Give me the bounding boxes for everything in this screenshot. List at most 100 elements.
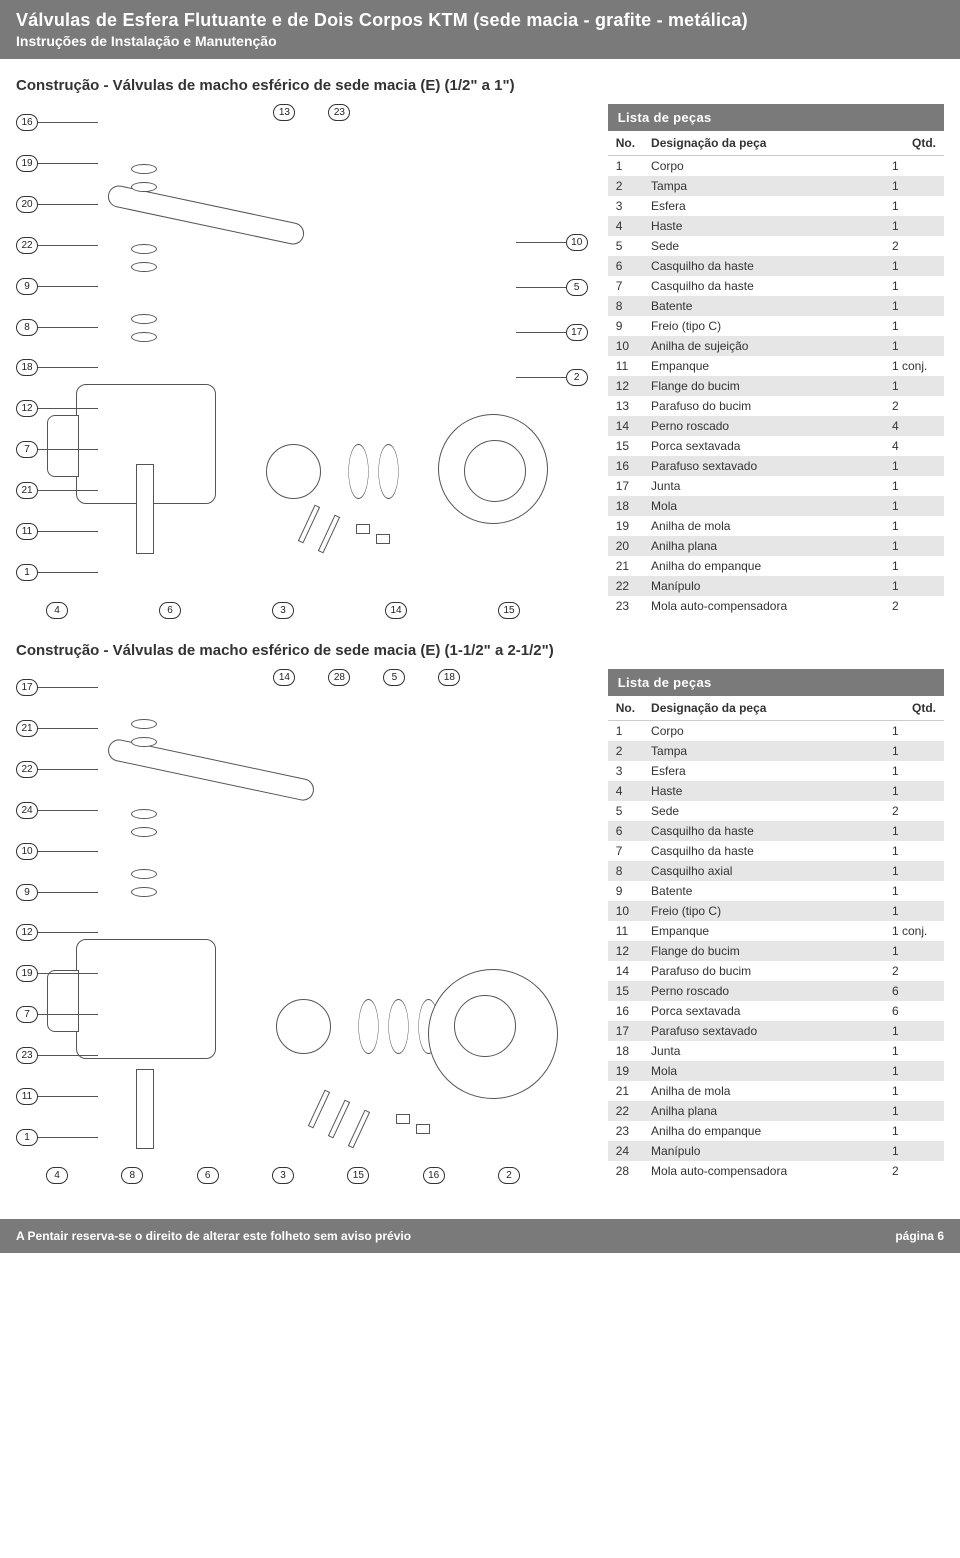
callout-bubble: 9 bbox=[16, 884, 38, 901]
table-row: 19Anilha de mola1 bbox=[608, 516, 944, 536]
callout-leader bbox=[38, 1055, 98, 1056]
table-row: 4Haste1 bbox=[608, 216, 944, 236]
cell-part-no: 17 bbox=[608, 476, 643, 496]
cell-part-no: 18 bbox=[608, 1041, 643, 1061]
callout-leader bbox=[38, 932, 98, 933]
cell-part-no: 7 bbox=[608, 841, 643, 861]
cell-part-qty: 1 bbox=[884, 821, 944, 841]
cell-part-name: Perno roscado bbox=[643, 416, 884, 436]
cell-part-qty: 1 bbox=[884, 196, 944, 216]
cell-part-no: 10 bbox=[608, 901, 643, 921]
cell-part-qty: 1 bbox=[884, 861, 944, 881]
cell-part-qty: 2 bbox=[884, 1161, 944, 1181]
doc-header: Válvulas de Esfera Flutuante e de Dois C… bbox=[0, 0, 960, 59]
cell-part-qty: 1 bbox=[884, 1021, 944, 1041]
callout-leader bbox=[38, 851, 98, 852]
cell-part-name: Empanque bbox=[643, 356, 884, 376]
cell-part-qty: 1 bbox=[884, 1061, 944, 1081]
cell-part-no: 1 bbox=[608, 721, 643, 742]
cell-part-no: 9 bbox=[608, 881, 643, 901]
diagram-stem bbox=[136, 1069, 154, 1149]
callout-bubble: 12 bbox=[16, 924, 38, 941]
cell-part-name: Batente bbox=[643, 296, 884, 316]
cell-part-qty: 4 bbox=[884, 416, 944, 436]
cell-part-qty: 1 bbox=[884, 156, 944, 177]
callout-bubble: 17 bbox=[16, 679, 38, 696]
cell-part-no: 12 bbox=[608, 941, 643, 961]
callout-leader bbox=[38, 204, 98, 205]
table-row: 1Corpo1 bbox=[608, 721, 944, 742]
callout-bubble: 18 bbox=[16, 359, 38, 376]
callout-leader bbox=[38, 1096, 98, 1097]
parts-table: No. Designação da peça Qtd. 1Corpo12Tamp… bbox=[608, 696, 944, 1181]
cell-part-qty: 6 bbox=[884, 1001, 944, 1021]
cell-part-qty: 1 bbox=[884, 1141, 944, 1161]
callout-bubble: 1 bbox=[16, 1129, 38, 1146]
col-qty: Qtd. bbox=[884, 131, 944, 156]
cell-part-no: 4 bbox=[608, 781, 643, 801]
cell-part-no: 2 bbox=[608, 741, 643, 761]
section2-title: Construção - Válvulas de macho esférico … bbox=[16, 642, 944, 659]
cell-part-no: 7 bbox=[608, 276, 643, 296]
diagram-nut bbox=[416, 1124, 430, 1134]
callout-bubble: 20 bbox=[16, 196, 38, 213]
callout-leader bbox=[38, 490, 98, 491]
cell-part-name: Porca sextavada bbox=[643, 1001, 884, 1021]
doc-footer: A Pentair reserva-se o direito de altera… bbox=[0, 1219, 960, 1253]
cell-part-name: Junta bbox=[643, 1041, 884, 1061]
cell-part-no: 19 bbox=[608, 1061, 643, 1081]
diagram-stud bbox=[328, 1100, 350, 1139]
cell-part-name: Anilha plana bbox=[643, 1101, 884, 1121]
table-row: 12Flange do bucim1 bbox=[608, 376, 944, 396]
table-row: 28Mola auto-compensadora2 bbox=[608, 1161, 944, 1181]
table-row: 16Parafuso sextavado1 bbox=[608, 456, 944, 476]
diagram-washer bbox=[131, 719, 157, 729]
col-no: No. bbox=[608, 696, 643, 721]
table-row: 14Parafuso do bucim2 bbox=[608, 961, 944, 981]
table-row: 9Freio (tipo C)1 bbox=[608, 316, 944, 336]
cell-part-no: 28 bbox=[608, 1161, 643, 1181]
cell-part-qty: 1 bbox=[884, 576, 944, 596]
table-row: 10Anilha de sujeição1 bbox=[608, 336, 944, 356]
cell-part-qty: 2 bbox=[884, 236, 944, 256]
diagram-nut bbox=[356, 524, 370, 534]
diagram-nut bbox=[396, 1114, 410, 1124]
callout-bubble: 22 bbox=[16, 761, 38, 778]
cell-part-no: 8 bbox=[608, 296, 643, 316]
cell-part-no: 20 bbox=[608, 536, 643, 556]
cell-part-qty: 1 bbox=[884, 1081, 944, 1101]
parts-list-header: Lista de peças bbox=[608, 669, 944, 696]
callout-bubble: 14 bbox=[385, 602, 407, 619]
callout-leader bbox=[38, 122, 98, 123]
diagram-washer bbox=[131, 869, 157, 879]
diagram-handle bbox=[106, 183, 306, 246]
cell-part-name: Esfera bbox=[643, 761, 884, 781]
section2-row: 1721222410912197231111428518486315162 Li… bbox=[0, 669, 960, 1189]
cell-part-no: 21 bbox=[608, 1081, 643, 1101]
cell-part-no: 21 bbox=[608, 556, 643, 576]
cell-part-qty: 1 bbox=[884, 476, 944, 496]
cell-part-no: 15 bbox=[608, 981, 643, 1001]
diagram-stem bbox=[136, 464, 154, 554]
cell-part-name: Anilha plana bbox=[643, 536, 884, 556]
callout-bubble: 18 bbox=[438, 669, 460, 686]
table-row: 19Mola1 bbox=[608, 1061, 944, 1081]
cell-part-name: Anilha de sujeição bbox=[643, 336, 884, 356]
table-row: 8Casquilho axial1 bbox=[608, 861, 944, 881]
callout-leader bbox=[38, 769, 98, 770]
cell-part-qty: 4 bbox=[884, 436, 944, 456]
cell-part-no: 14 bbox=[608, 416, 643, 436]
callout-leader bbox=[38, 892, 98, 893]
table-row: 10Freio (tipo C)1 bbox=[608, 901, 944, 921]
cell-part-name: Empanque bbox=[643, 921, 884, 941]
callout-leader bbox=[38, 327, 98, 328]
section2-parts-table: Lista de peças No. Designação da peça Qt… bbox=[608, 669, 944, 1181]
doc-subtitle: Instruções de Instalação e Manutenção bbox=[16, 33, 944, 49]
section1-parts-table: Lista de peças No. Designação da peça Qt… bbox=[608, 104, 944, 616]
cell-part-qty: 1 bbox=[884, 256, 944, 276]
cell-part-name: Porca sextavada bbox=[643, 436, 884, 456]
cell-part-no: 22 bbox=[608, 1101, 643, 1121]
callout-leader bbox=[38, 367, 98, 368]
section1-title: Construção - Válvulas de macho esférico … bbox=[16, 77, 944, 94]
table-row: 15Perno roscado6 bbox=[608, 981, 944, 1001]
